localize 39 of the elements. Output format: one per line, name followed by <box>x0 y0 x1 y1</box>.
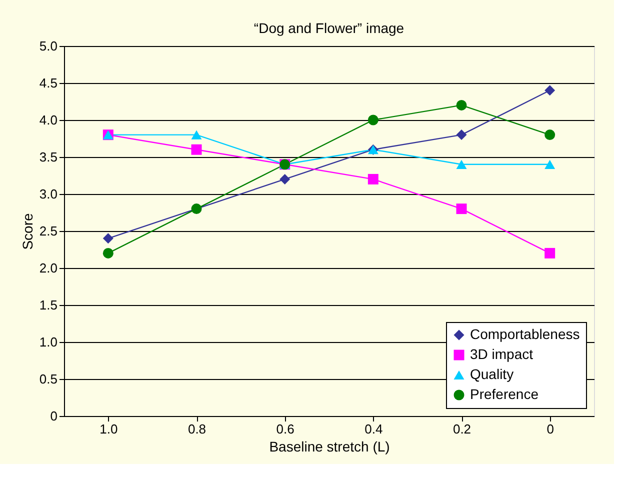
point <box>544 130 556 140</box>
y-tick-label: 0 <box>50 408 58 424</box>
point <box>456 130 467 140</box>
point <box>456 204 467 214</box>
y-tick-label: 2.0 <box>39 260 58 276</box>
y-tick-label: 1.5 <box>39 298 58 312</box>
point <box>544 85 556 96</box>
legend-label: Preference <box>470 386 539 402</box>
y-tick-label: 4.5 <box>39 76 58 90</box>
point <box>368 114 378 126</box>
point <box>280 174 290 184</box>
point <box>544 160 556 169</box>
point <box>102 233 114 244</box>
x-tick-label: 1.0 <box>100 422 118 436</box>
x-tick-label: 0 <box>546 422 554 436</box>
y-tick-label: 0.5 <box>39 372 58 386</box>
y-tick-label: 1.0 <box>39 334 58 350</box>
legend-label: 3D impact <box>470 346 534 362</box>
y-tick-label: 3.0 <box>39 186 58 202</box>
x-tick-label: 0.6 <box>276 422 294 436</box>
legend-label: Quality <box>470 366 514 382</box>
y-tick-label: 2.5 <box>39 224 58 238</box>
point <box>191 130 202 140</box>
point <box>544 248 556 258</box>
x-axis-title: Baseline stretch (L) <box>269 438 390 454</box>
y-tick-label: 4.0 <box>39 112 58 128</box>
y-tick-label: 5.0 <box>39 38 58 54</box>
chart-title: “Dog and Flower” image <box>254 20 404 36</box>
y-axis-title: Score <box>19 213 36 250</box>
y-tick-label: 3.5 <box>39 150 58 164</box>
legend-label: Comportableness <box>470 326 580 342</box>
point <box>368 174 378 184</box>
point <box>456 100 467 110</box>
point <box>102 248 114 258</box>
x-tick-label: 0.4 <box>364 422 383 436</box>
point <box>456 160 467 169</box>
point <box>191 144 202 155</box>
x-tick-label: 0.8 <box>188 422 206 436</box>
x-tick-label: 0.2 <box>452 422 472 436</box>
